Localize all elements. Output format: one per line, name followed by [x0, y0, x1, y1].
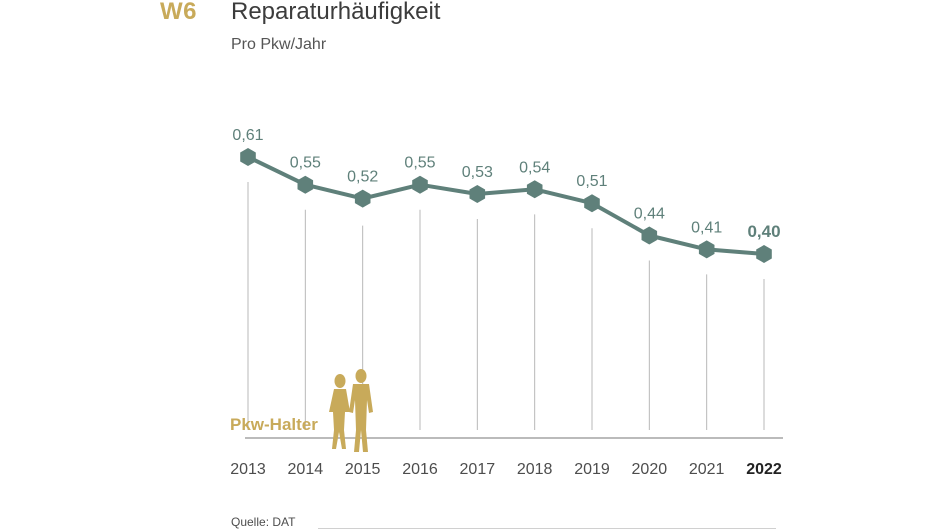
source-note: Quelle: DAT	[231, 515, 296, 529]
x-tick-label: 2013	[230, 461, 266, 478]
value-labels: 0,61 0,55 0,52 0,55 0,53 0,54 0,51 0,44 0,41 0,40	[232, 127, 780, 241]
x-tick-label: 2019	[574, 461, 610, 478]
x-tick-label: 2016	[402, 461, 438, 478]
data-point	[756, 245, 772, 263]
data-point	[469, 185, 486, 203]
data-point	[240, 148, 256, 166]
value-label: 0,44	[634, 206, 665, 223]
data-point	[412, 175, 428, 194]
value-label: 0,41	[691, 219, 722, 236]
chart-subtitle: Pro Pkw/Jahr	[231, 36, 327, 53]
value-label: 0,40	[747, 222, 780, 241]
series-line	[247, 155, 765, 256]
value-label: 0,51	[576, 173, 607, 190]
data-point	[526, 180, 543, 199]
x-tick-label: 2017	[460, 461, 496, 478]
chart-code: W6	[160, 0, 197, 25]
x-tick-label: 2022	[746, 461, 782, 478]
figure-label: Pkw-Halter	[230, 415, 318, 434]
x-tick-label: 2018	[517, 461, 553, 478]
data-point	[698, 240, 715, 259]
value-label: 0,53	[462, 164, 493, 181]
x-tick-label: 2021	[689, 461, 725, 478]
x-tick-label: 2020	[632, 461, 668, 478]
x-tick-label: 2014	[288, 461, 324, 478]
data-point	[297, 175, 314, 194]
data-point	[584, 194, 600, 213]
value-label: 0,55	[404, 155, 435, 172]
data-points	[240, 148, 772, 263]
drop-lines	[247, 182, 765, 430]
source-divider	[318, 528, 776, 529]
value-label: 0,54	[519, 159, 550, 176]
couple-silhouette-icon	[329, 369, 373, 452]
x-tick-labels: 2013 2014 2015 2016 2017 2018 2019 2020 2021 2022	[230, 461, 782, 478]
data-point	[641, 226, 658, 245]
x-tick-label: 2015	[345, 461, 381, 478]
value-label: 0,61	[232, 127, 263, 144]
value-label: 0,55	[290, 155, 321, 172]
chart-title: Reparaturhäufigkeit	[231, 0, 441, 25]
value-label: 0,52	[347, 169, 378, 186]
data-point	[354, 189, 371, 208]
